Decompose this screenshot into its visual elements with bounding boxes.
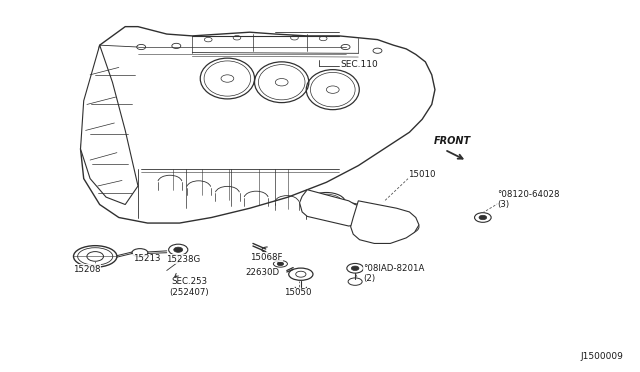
Circle shape [347,263,364,273]
Text: 15213: 15213 [132,254,160,263]
Text: 15068F: 15068F [250,253,283,262]
Text: 15208: 15208 [73,265,100,274]
Circle shape [474,213,491,222]
Circle shape [351,266,359,270]
Text: °08IAD-8201A
(2): °08IAD-8201A (2) [364,264,425,283]
Text: J1500009: J1500009 [580,352,623,361]
Polygon shape [81,27,435,223]
Text: 15010: 15010 [408,170,436,179]
Text: 15238G: 15238G [166,255,200,264]
Text: SEC.253
(252407): SEC.253 (252407) [169,277,209,296]
Text: 22630D: 22630D [246,268,280,277]
Text: FRONT: FRONT [434,136,471,146]
Polygon shape [81,45,138,205]
Text: 15050: 15050 [284,288,312,297]
Circle shape [173,247,182,252]
Polygon shape [351,201,419,243]
Text: SEC.110: SEC.110 [340,60,378,69]
Polygon shape [300,190,365,226]
Text: °08120-64028
(3): °08120-64028 (3) [497,190,560,209]
Circle shape [277,262,284,266]
Circle shape [479,215,486,220]
